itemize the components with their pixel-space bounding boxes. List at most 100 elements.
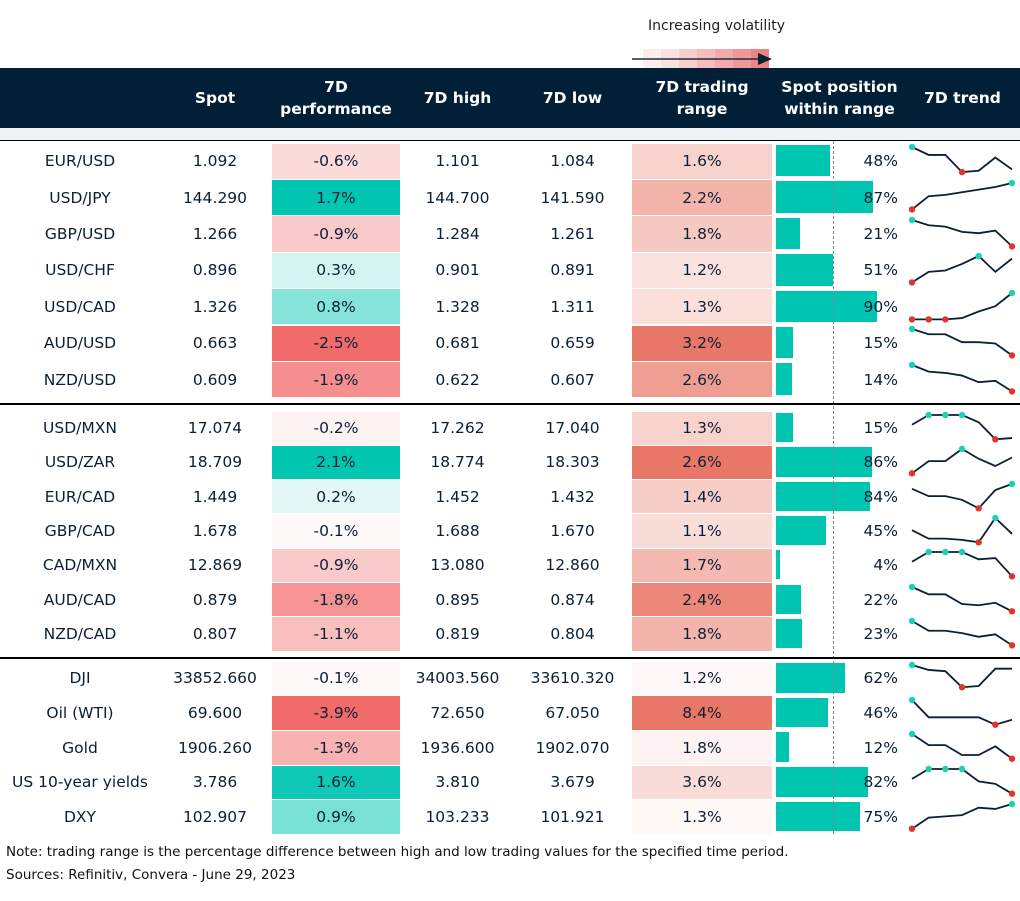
high-cell: 1.284 [435, 224, 480, 243]
spot-cell: 1.449 [192, 487, 238, 506]
perf-cell: -1.3% [272, 730, 400, 765]
position-bar [776, 413, 793, 443]
table-row: DXY 102.907 0.9% 103.233 101.921 1.3% 75% [0, 800, 1020, 835]
header-spacer [0, 128, 1020, 141]
position-label: 21% [863, 224, 898, 243]
perf-cell: -2.5% [272, 325, 400, 361]
trend-low-marker [992, 436, 999, 443]
low-cell: 0.659 [550, 334, 595, 353]
header-low: 7D low [542, 89, 603, 107]
low-cell: 0.874 [550, 590, 595, 609]
group-divider [0, 403, 1020, 405]
position-label: 14% [863, 370, 898, 389]
position-label: 23% [863, 624, 898, 643]
high-cell: 144.700 [425, 188, 490, 207]
high-cell: 0.819 [435, 624, 480, 643]
perf-cell: -1.9% [272, 361, 400, 398]
position-label: 4% [873, 556, 898, 575]
trend-line [911, 482, 1013, 510]
perf-cell: 0.9% [272, 800, 400, 834]
perf-cell: -0.6% [272, 143, 400, 179]
trend-high-marker [908, 731, 916, 738]
high-cell: 1.688 [435, 522, 480, 541]
low-cell: 1.084 [550, 152, 595, 171]
range-cell: 1.3% [632, 800, 772, 834]
trend-low-marker [1008, 790, 1016, 797]
perf-cell: 1.6% [272, 765, 400, 800]
pair-cell: DXY [63, 808, 97, 827]
pair-cell: USD/CAD [44, 297, 116, 316]
trend-sparkline [908, 143, 1013, 176]
trend-low-marker [1008, 641, 1016, 649]
high-cell: 103.233 [425, 808, 490, 827]
position-label: 86% [863, 453, 898, 472]
pair-cell: USD/ZAR [44, 453, 116, 472]
range-cell: 1.2% [632, 252, 772, 289]
perf-cell: -1.1% [272, 617, 400, 651]
position-bar [776, 697, 828, 728]
spot-cell: 69.600 [187, 704, 243, 723]
position-bar [776, 363, 792, 395]
trend-sparkline [908, 731, 1016, 763]
range-cell: 1.1% [632, 514, 772, 548]
trend-high-marker [942, 411, 949, 419]
volatility-legend: Increasing volatility [630, 18, 785, 68]
trend-sparkline [908, 446, 1013, 477]
high-cell: 13.080 [430, 556, 485, 575]
high-cell: 0.681 [435, 334, 480, 353]
pair-cell: Gold [62, 738, 98, 757]
trend-high-marker [908, 216, 916, 223]
spot-cell: 18.709 [187, 453, 243, 472]
trend-line [911, 328, 1013, 357]
table-row: AUD/USD 0.663 -2.5% 0.681 0.659 3.2% 15% [0, 325, 1020, 361]
trend-high-marker [958, 411, 966, 419]
header-spot: Spot [194, 89, 236, 107]
spot-cell: 17.074 [187, 419, 243, 438]
position-label: 48% [863, 152, 898, 171]
position-label: 84% [863, 487, 898, 506]
position-label: 87% [863, 188, 898, 207]
trend-low-marker [1008, 352, 1016, 359]
trend-line [911, 699, 1013, 726]
trend-line [911, 364, 1013, 393]
trend-line [911, 733, 1013, 760]
table-row: GBP/CAD 1.678 -0.1% 1.688 1.670 1.1% 45% [0, 514, 1020, 548]
trend-sparkline [908, 216, 1016, 250]
low-cell: 101.921 [540, 808, 605, 827]
spot-cell: 1.678 [192, 522, 238, 541]
trend-high-marker [908, 661, 916, 669]
trend-line [911, 255, 1013, 284]
table-row: DJI 33852.660 -0.1% 34003.560 33610.320 1.2% 6… [0, 661, 1020, 696]
trend-high-marker [942, 765, 949, 773]
low-cell: 1.261 [550, 224, 595, 243]
spot-cell: 12.869 [187, 556, 243, 575]
pair-cell: USD/CHF [45, 261, 115, 280]
position-label: 15% [863, 419, 898, 438]
spot-cell: 0.807 [192, 624, 238, 643]
position-bar [776, 254, 834, 286]
low-cell: 0.891 [550, 261, 595, 280]
trend-line [911, 182, 1013, 211]
position-bar [776, 145, 830, 177]
header-high: 7D high [423, 89, 492, 107]
position-bar [776, 663, 846, 693]
trend-low-marker [942, 315, 949, 323]
high-cell: 72.650 [430, 704, 485, 723]
range-cell: 1.8% [632, 730, 772, 765]
position-bar [776, 801, 860, 832]
group-divider [0, 657, 1020, 659]
trend-high-marker [925, 765, 932, 773]
position-bar [776, 732, 790, 763]
low-cell: 33610.320 [530, 669, 615, 688]
pair-cell: GBP/USD [44, 224, 116, 243]
trend-low-marker [908, 470, 916, 477]
trend-sparkline [908, 800, 1016, 832]
trend-low-marker [908, 825, 916, 832]
high-cell: 1.452 [435, 487, 480, 506]
trend-line [911, 585, 1013, 612]
perf-cell: -0.1% [272, 514, 400, 548]
high-cell: 18.774 [430, 453, 485, 472]
trend-low-marker [925, 315, 932, 323]
spot-cell: 1906.260 [178, 738, 252, 757]
table-row: NZD/USD 0.609 -1.9% 0.622 0.607 2.6% 14% [0, 361, 1020, 398]
